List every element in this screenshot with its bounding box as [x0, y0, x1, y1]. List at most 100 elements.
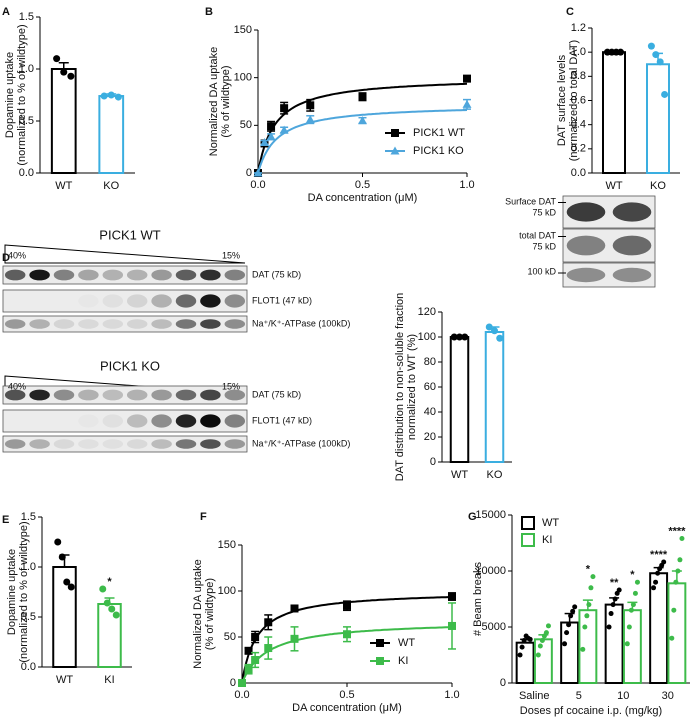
blot-label: DAT (75 kD) — [252, 269, 301, 279]
blot-band — [29, 269, 50, 281]
x-tick-label: 10 — [617, 690, 629, 702]
point — [280, 104, 289, 113]
y-tick-label: 5000 — [482, 621, 506, 633]
point — [58, 553, 66, 561]
point — [448, 592, 456, 601]
blot-band — [200, 269, 221, 281]
blot-band — [566, 235, 606, 256]
y-tick-label: 0 — [500, 677, 506, 689]
point — [626, 624, 632, 630]
point — [610, 602, 616, 608]
y-axis-label: (% of wildtype) — [220, 65, 232, 137]
panel-letter: B — [205, 6, 213, 18]
y-tick-label: 0.8 — [571, 70, 586, 82]
point — [63, 578, 71, 586]
bar — [449, 336, 470, 463]
point — [616, 587, 622, 593]
significance: **** — [650, 549, 668, 561]
point — [244, 646, 253, 655]
y-axis-label: Dopamine uptake — [6, 549, 18, 635]
blot-label: 100 kD — [527, 266, 556, 276]
point — [343, 630, 351, 639]
x-tick-label: 0.5 — [339, 689, 354, 701]
legend-swatch — [521, 533, 535, 547]
point — [652, 51, 660, 59]
y-tick-label: 10000 — [475, 565, 506, 577]
fit-curve — [257, 109, 468, 174]
y-tick-label: 100 — [234, 72, 252, 84]
x-axis-label: Doses pf cocaine i.p. (mg/kg) — [520, 705, 662, 717]
point — [306, 101, 315, 110]
point — [582, 624, 588, 630]
blot-title: PICK1 KO — [100, 358, 160, 373]
y-tick-label: 60 — [424, 381, 436, 393]
blot-band — [53, 269, 75, 281]
blot-band — [200, 294, 221, 308]
blot-band — [4, 269, 26, 281]
blot-band — [4, 389, 26, 401]
blot-band — [5, 414, 25, 427]
y-tick-label: 100 — [218, 585, 236, 597]
legend-label: PICK1 KO — [413, 145, 464, 157]
panel-letter: C — [566, 6, 574, 18]
y-tick-label: 1.0 — [19, 63, 34, 75]
point — [584, 613, 590, 619]
point — [266, 132, 276, 141]
bar — [515, 641, 535, 684]
x-tick-label: KO — [487, 469, 503, 481]
point — [606, 624, 612, 630]
blot-band — [175, 439, 197, 449]
gradient-label: 15% — [222, 250, 240, 260]
point — [463, 74, 471, 83]
point — [543, 630, 549, 636]
blot-band — [102, 294, 124, 308]
blot-background — [562, 262, 656, 288]
point — [267, 122, 276, 131]
point — [358, 116, 367, 125]
y-tick-label: 50 — [240, 119, 252, 131]
blot-label: DAT (75 kD) — [252, 389, 301, 399]
blot-band — [102, 269, 124, 281]
gradient-label: 15% — [222, 381, 240, 391]
point — [651, 585, 657, 591]
point — [669, 635, 675, 641]
point — [461, 333, 469, 341]
gradient-label: 40% — [8, 250, 26, 260]
bar — [667, 582, 687, 685]
y-tick-label: 15000 — [475, 509, 506, 521]
legend-marker — [391, 129, 399, 137]
blot-band — [175, 389, 197, 401]
point — [290, 634, 299, 643]
significance: * — [586, 564, 591, 576]
point — [570, 608, 576, 614]
blot-band — [126, 389, 148, 401]
point — [290, 604, 299, 613]
blot-label: total DAT — [519, 230, 556, 240]
blot-band — [200, 439, 221, 449]
blot-band — [151, 389, 172, 401]
blot-band — [29, 414, 49, 427]
panel-letter: D — [2, 252, 10, 264]
point — [628, 607, 634, 613]
point — [647, 42, 655, 50]
point — [60, 68, 68, 76]
legend-marker — [376, 657, 384, 665]
y-tick-label: 80 — [424, 356, 436, 368]
y-tick-label: 1.5 — [21, 511, 36, 523]
point — [456, 333, 463, 341]
point — [521, 637, 527, 643]
y-tick-label: 0.0 — [19, 167, 34, 179]
blot-band — [78, 439, 99, 449]
blot-label: 75 kD — [532, 207, 556, 217]
legend-label: KI — [542, 534, 552, 546]
significance: ** — [610, 577, 619, 589]
point — [112, 611, 120, 619]
panel-letter: G — [468, 511, 477, 523]
x-tick-label: Saline — [519, 690, 550, 702]
point — [572, 604, 578, 610]
point — [279, 125, 289, 134]
point — [527, 636, 533, 642]
point — [305, 115, 315, 124]
blot-band — [200, 319, 221, 329]
y-axis-label: DAT surface levels — [556, 54, 568, 146]
